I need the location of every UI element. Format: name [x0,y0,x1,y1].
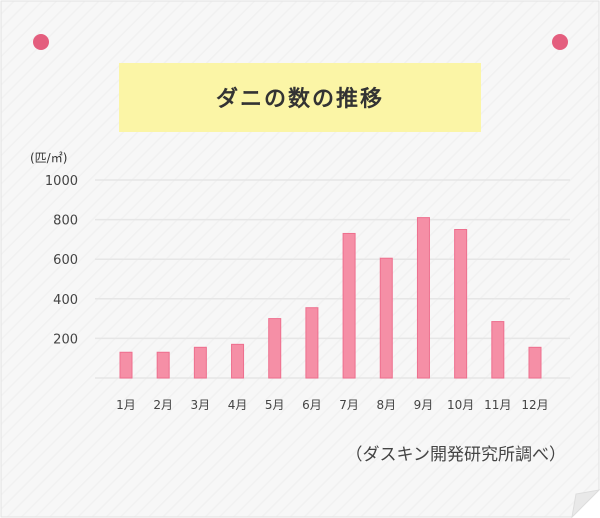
bar-8 [379,257,393,379]
bar-3 [193,346,207,379]
chart-title: ダニの数の推移 [216,86,384,112]
x-tick-label: 3月 [191,398,211,412]
y-axis-unit-label: (匹/㎡) [30,151,67,165]
x-tick-labels: 1月 2月 3月 4月 5月 6月 7月 8月 9月 10月 11月 12月 [116,398,548,412]
bar-10 [454,229,468,379]
x-tick-label: 2月 [153,398,173,412]
x-tick-label: 9月 [414,398,434,412]
bars [119,217,542,379]
bar-11 [491,321,505,379]
x-tick-label: 1月 [116,398,136,412]
gridlines [95,179,570,379]
bar-1 [119,351,133,379]
y-tick-label: 400 [53,293,78,308]
card-fold-corner [571,489,600,518]
y-tick-labels: 200 400 600 800 1000 [45,174,78,347]
bar-7 [342,232,356,379]
x-tick-label: 6月 [302,398,322,412]
bar-2 [156,351,170,379]
bar-5 [268,318,282,379]
x-tick-label: 5月 [265,398,285,412]
pin-left [33,34,49,50]
y-tick-label: 600 [53,253,78,268]
x-tick-label: 11月 [484,398,511,412]
x-tick-label: 12月 [521,398,548,412]
x-tick-label: 10月 [447,398,474,412]
title-band [119,63,481,132]
y-tick-label: 800 [53,214,78,229]
bar-6 [305,307,319,379]
x-tick-label: 4月 [228,398,248,412]
bar-12 [528,346,542,379]
bar-4 [231,343,245,379]
x-tick-label: 7月 [339,398,359,412]
source-note: （ダスキン開発研究所調べ） [346,445,567,465]
bar-9 [416,217,430,379]
y-tick-label: 200 [53,332,78,347]
pin-right [552,34,568,50]
x-tick-label: 8月 [376,398,396,412]
y-tick-label: 1000 [45,174,78,189]
